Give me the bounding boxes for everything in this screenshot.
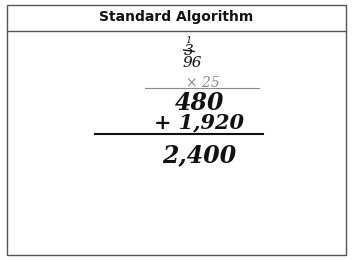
Text: + 1,920: + 1,920	[155, 113, 244, 133]
Text: 3: 3	[184, 44, 194, 58]
Text: 1: 1	[186, 36, 192, 45]
Text: 480: 480	[175, 91, 224, 115]
Text: × 25: × 25	[186, 76, 220, 90]
Text: Standard Algorithm: Standard Algorithm	[100, 10, 253, 24]
Text: 96: 96	[183, 56, 202, 70]
Text: 2,400: 2,400	[162, 143, 237, 167]
